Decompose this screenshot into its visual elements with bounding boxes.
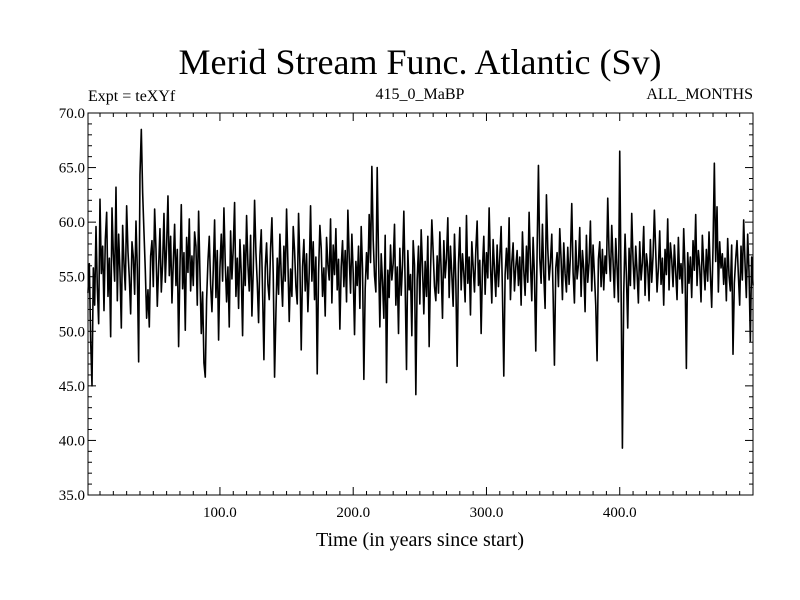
series-line [87, 128, 754, 449]
axis-tick-labels: 35.0 40.0 45.0 50.0 55.0 60.0 65.0 70.0 100.0 200… [59, 106, 637, 521]
y-tick-label: 60.0 [59, 215, 85, 231]
x-tick-label: 400.0 [603, 505, 637, 521]
x-tick-label: 200.0 [336, 505, 370, 521]
y-tick-label: 50.0 [59, 324, 85, 340]
y-tick-label: 70.0 [59, 106, 85, 122]
subtitle-right: ALL_MONTHS [646, 86, 753, 103]
x-axis-label: Time (in years since start) [316, 529, 524, 551]
series-group [87, 128, 754, 449]
y-tick-label: 35.0 [59, 488, 85, 504]
subtitle-left: Expt = teXYf [88, 88, 176, 105]
y-tick-label: 65.0 [59, 161, 85, 177]
y-tick-label: 45.0 [59, 379, 85, 395]
chart-title: Merid Stream Func. Atlantic (Sv) [179, 42, 662, 82]
axis-ticks [88, 112, 754, 496]
y-tick-label: 40.0 [59, 433, 85, 449]
x-tick-label: 100.0 [203, 505, 237, 521]
x-tick-label: 300.0 [470, 505, 504, 521]
y-tick-label: 55.0 [59, 270, 85, 286]
plot-frame [87, 112, 754, 496]
subtitle-center: 415_0_MaBP [376, 86, 465, 103]
